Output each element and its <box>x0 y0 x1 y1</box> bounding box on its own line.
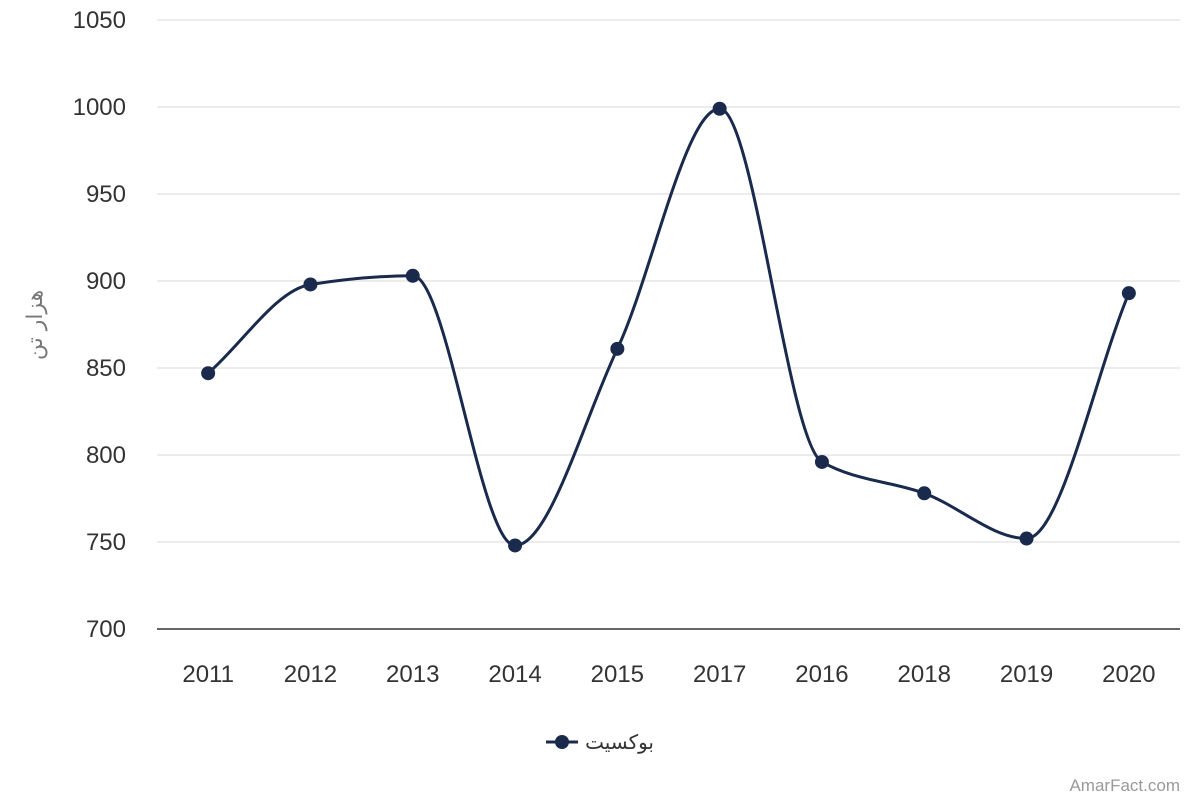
data-point[interactable] <box>303 277 318 292</box>
x-tick-label: 2016 <box>795 661 848 688</box>
series-line <box>207 107 1131 547</box>
y-tick-label: 900 <box>86 268 126 295</box>
x-tick-label: 2018 <box>898 661 951 688</box>
y-tick-label: 850 <box>86 355 126 382</box>
data-point[interactable] <box>1019 531 1034 546</box>
data-point[interactable] <box>610 341 625 356</box>
legend[interactable]: بوکسیت <box>546 730 654 754</box>
data-point[interactable] <box>405 268 420 283</box>
data-point[interactable] <box>508 538 523 553</box>
y-tick-label: 800 <box>86 442 126 469</box>
y-axis-ticks: 700 750 800 850 900 950 1000 1050 <box>73 7 126 643</box>
x-tick-label: 2014 <box>488 661 541 688</box>
x-tick-label: 2012 <box>284 661 337 688</box>
data-point[interactable] <box>1121 286 1136 301</box>
y-tick-label: 1050 <box>73 7 126 34</box>
data-point[interactable] <box>201 366 216 381</box>
x-tick-label: 2020 <box>1102 661 1155 688</box>
legend-series-label: بوکسیت <box>585 730 654 754</box>
data-point[interactable] <box>917 486 932 501</box>
data-point[interactable] <box>814 454 829 469</box>
x-tick-label: 2013 <box>386 661 439 688</box>
x-tick-label: 2015 <box>591 661 644 688</box>
legend-marker-icon <box>555 735 569 749</box>
credit-link[interactable]: AmarFact.com <box>1069 776 1180 795</box>
y-axis-label: هزار تن <box>23 290 48 360</box>
y-tick-label: 750 <box>86 529 126 556</box>
y-tick-label: 950 <box>86 181 126 208</box>
y-tick-label: 700 <box>86 616 126 643</box>
x-tick-label: 2017 <box>693 661 746 688</box>
x-axis-ticks: 2011 2012 2013 2014 2015 2017 2016 2018 2019 2020 <box>182 661 1155 688</box>
series-points <box>201 101 1136 553</box>
y-tick-label: 1000 <box>73 94 126 121</box>
x-tick-label: 2019 <box>1000 661 1053 688</box>
x-tick-label: 2011 <box>182 661 234 688</box>
data-point[interactable] <box>712 101 727 116</box>
